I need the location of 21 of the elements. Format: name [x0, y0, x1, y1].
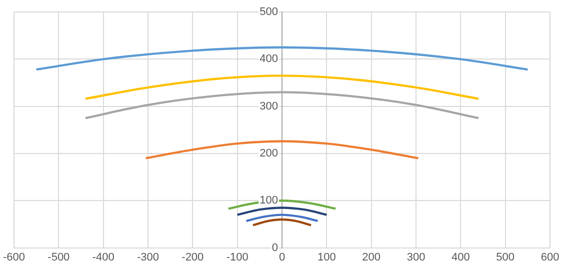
x-tick-label: 400 [451, 251, 470, 264]
y-tick-label: 0 [272, 242, 278, 254]
x-tick-label: 300 [406, 251, 426, 264]
x-tick-label: -200 [182, 251, 204, 264]
x-tick-label: -100 [226, 251, 248, 264]
x-tick-label: 100 [317, 251, 336, 264]
x-tick-label: -300 [136, 251, 160, 264]
y-tick-label: 500 [260, 6, 278, 18]
x-tick-label: 200 [362, 251, 381, 264]
x-tick-label: -500 [48, 251, 70, 264]
x-tick-label: 600 [540, 251, 560, 264]
y-tick-label: 300 [260, 100, 278, 112]
line-series [35, 46, 529, 71]
x-tick-label: -600 [2, 251, 26, 264]
line-series [144, 140, 420, 160]
y-tick-label: 200 [260, 148, 278, 160]
y-tick-label: 100 [260, 194, 278, 207]
x-tick-label: -400 [92, 251, 114, 264]
line-series [84, 74, 480, 100]
y-tick-label: 400 [260, 53, 278, 66]
x-tick-label: 500 [496, 251, 515, 264]
